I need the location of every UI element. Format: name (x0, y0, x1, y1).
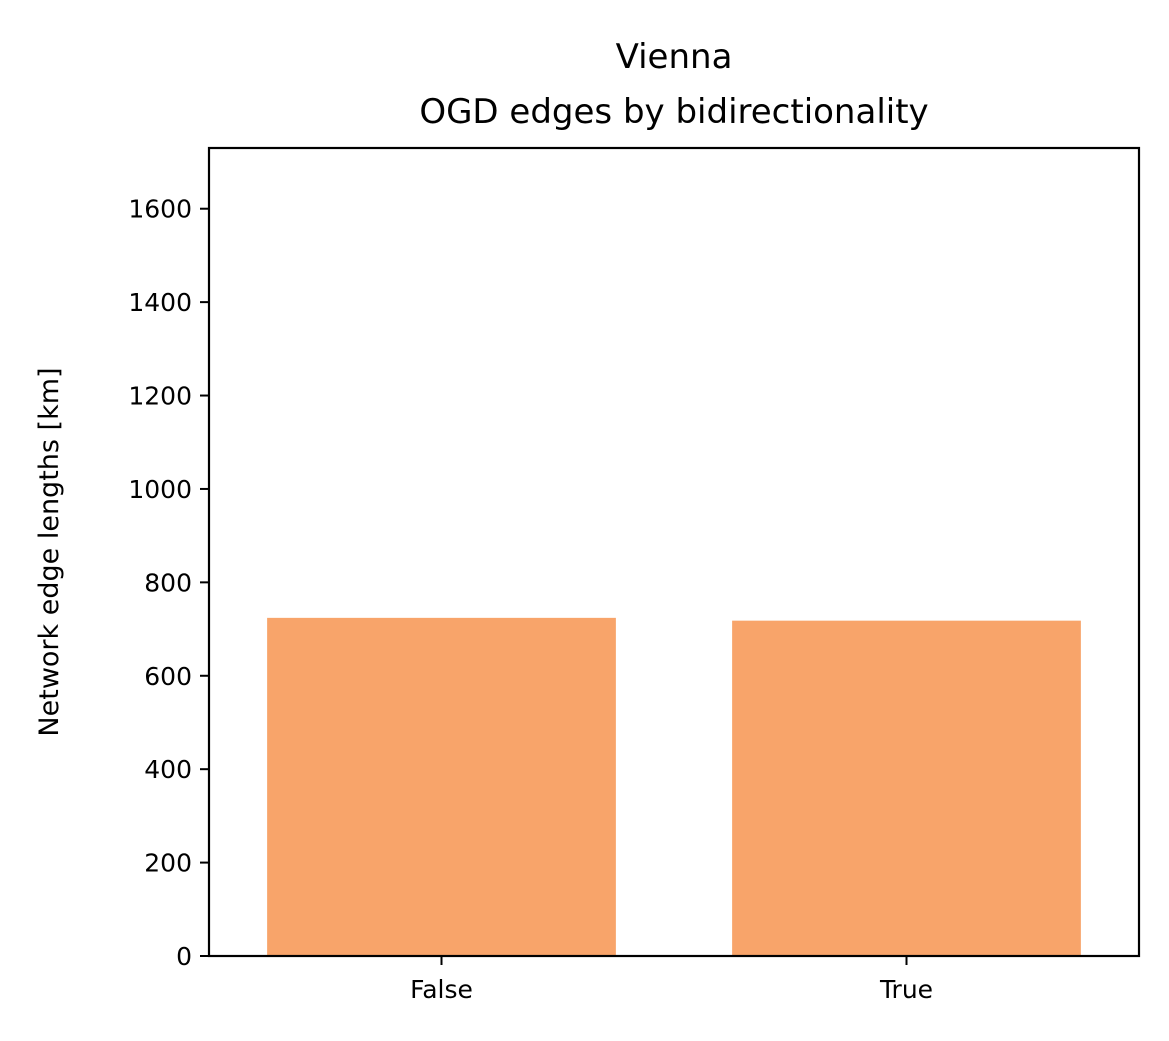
y-axis: 0 200 400 600 800 1000 1200 1400 1600 (128, 195, 209, 971)
plot-frame (207, 146, 1141, 958)
y-tick-label: 600 (144, 662, 192, 691)
x-tick-label: True (879, 975, 933, 1004)
y-tick-label: 200 (144, 849, 192, 878)
bar-false (267, 617, 616, 956)
chart-title-line-2: OGD edges by bidirectionality (419, 92, 928, 132)
chart-title: Vienna OGD edges by bidirectionality (419, 37, 928, 132)
y-tick-label: 800 (144, 568, 192, 597)
x-tick-label: False (410, 975, 473, 1004)
y-axis-label: Network edge lengths [km] (34, 367, 65, 736)
bars (267, 617, 1081, 956)
y-tick-label: 1400 (128, 288, 192, 317)
y-tick-label: 1200 (128, 382, 192, 411)
y-tick-label: 400 (144, 755, 192, 784)
chart-title-line-1: Vienna (616, 37, 733, 77)
y-tick-label: 0 (176, 942, 192, 971)
y-tick-label: 1600 (128, 195, 192, 224)
y-tick-label: 1000 (128, 475, 192, 504)
bar-true (732, 620, 1081, 956)
x-axis: False True (410, 956, 933, 1004)
